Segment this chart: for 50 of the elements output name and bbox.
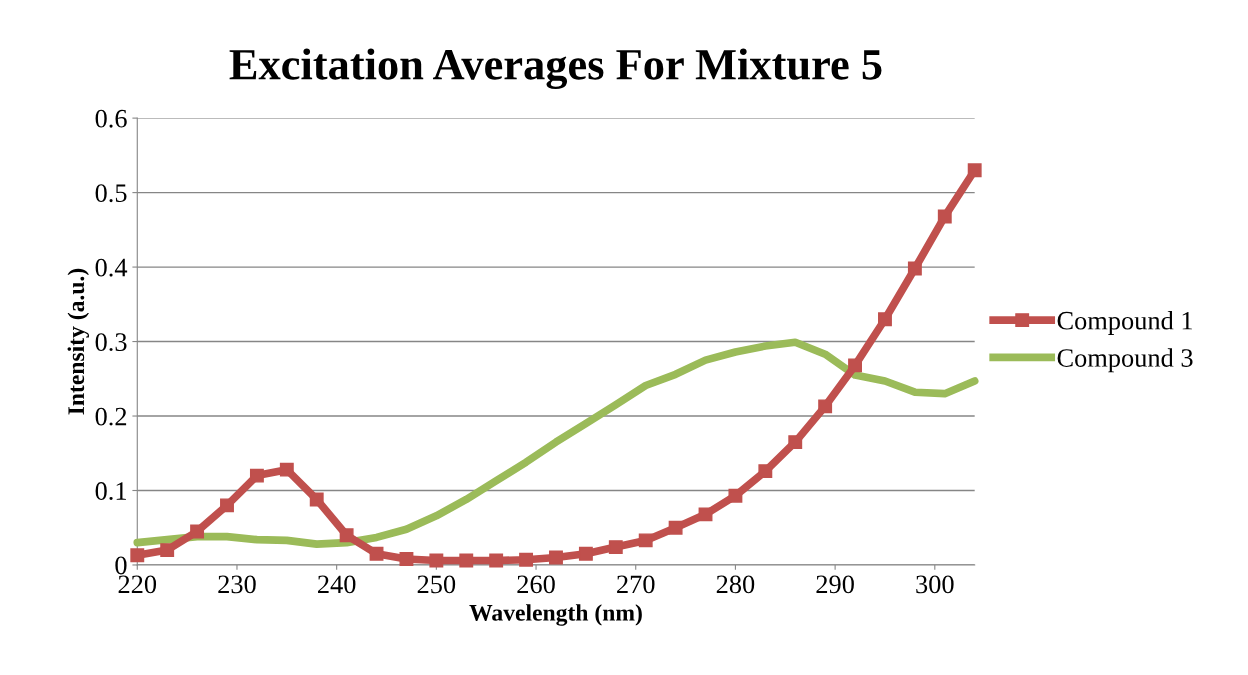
x-tick-label: 270: [617, 575, 655, 594]
point: [279, 462, 294, 477]
point: [249, 468, 264, 483]
point: [818, 399, 833, 414]
point: [728, 488, 743, 503]
point: [848, 358, 863, 373]
point: [339, 528, 354, 543]
point: [638, 533, 653, 548]
y-tick-label: 0.1: [95, 482, 126, 501]
point: [878, 312, 892, 327]
x-axis-title: Wavelength (nm): [469, 604, 642, 626]
chart-title: Excitation Averages For Mixture 5: [229, 48, 882, 90]
legend-label: Compound 1: [1057, 311, 1192, 335]
point: [429, 553, 444, 568]
point: [608, 540, 623, 555]
point: [578, 546, 593, 561]
x-tick-label: 220: [118, 575, 157, 594]
x-tick-label: 250: [417, 575, 456, 594]
point: [130, 548, 145, 563]
point: [160, 543, 175, 558]
point: [489, 553, 504, 568]
point: [399, 552, 414, 566]
y-tick-label: 0.6: [95, 109, 127, 128]
x-tick-label: 240: [318, 575, 356, 594]
x-tick-label: 230: [218, 575, 256, 594]
point: [758, 464, 773, 479]
x-tick-label: 300: [916, 575, 954, 594]
point: [220, 498, 234, 513]
point: [937, 209, 952, 224]
point: [190, 524, 205, 539]
y-tick-label: 0.3: [95, 333, 127, 352]
y-tick-label: 0: [115, 556, 127, 575]
legend-label: Compound 3: [1057, 348, 1193, 373]
point: [788, 435, 803, 450]
y-tick-label: 0.5: [95, 184, 127, 203]
point: [459, 553, 474, 568]
x-tick-label: 290: [816, 575, 854, 594]
point: [907, 261, 922, 276]
x-tick-label: 280: [716, 575, 755, 594]
y-tick-label: 0.4: [95, 258, 128, 277]
point: [668, 520, 683, 535]
point: [549, 550, 563, 565]
point: [369, 546, 384, 561]
y-tick-label: 0.2: [95, 407, 127, 426]
point: [309, 492, 324, 507]
y-axis-title: Intensity (a.u.): [67, 268, 90, 415]
point: [519, 552, 534, 567]
x-tick-label: 260: [517, 575, 555, 594]
point: [967, 163, 982, 178]
point: [698, 507, 713, 522]
